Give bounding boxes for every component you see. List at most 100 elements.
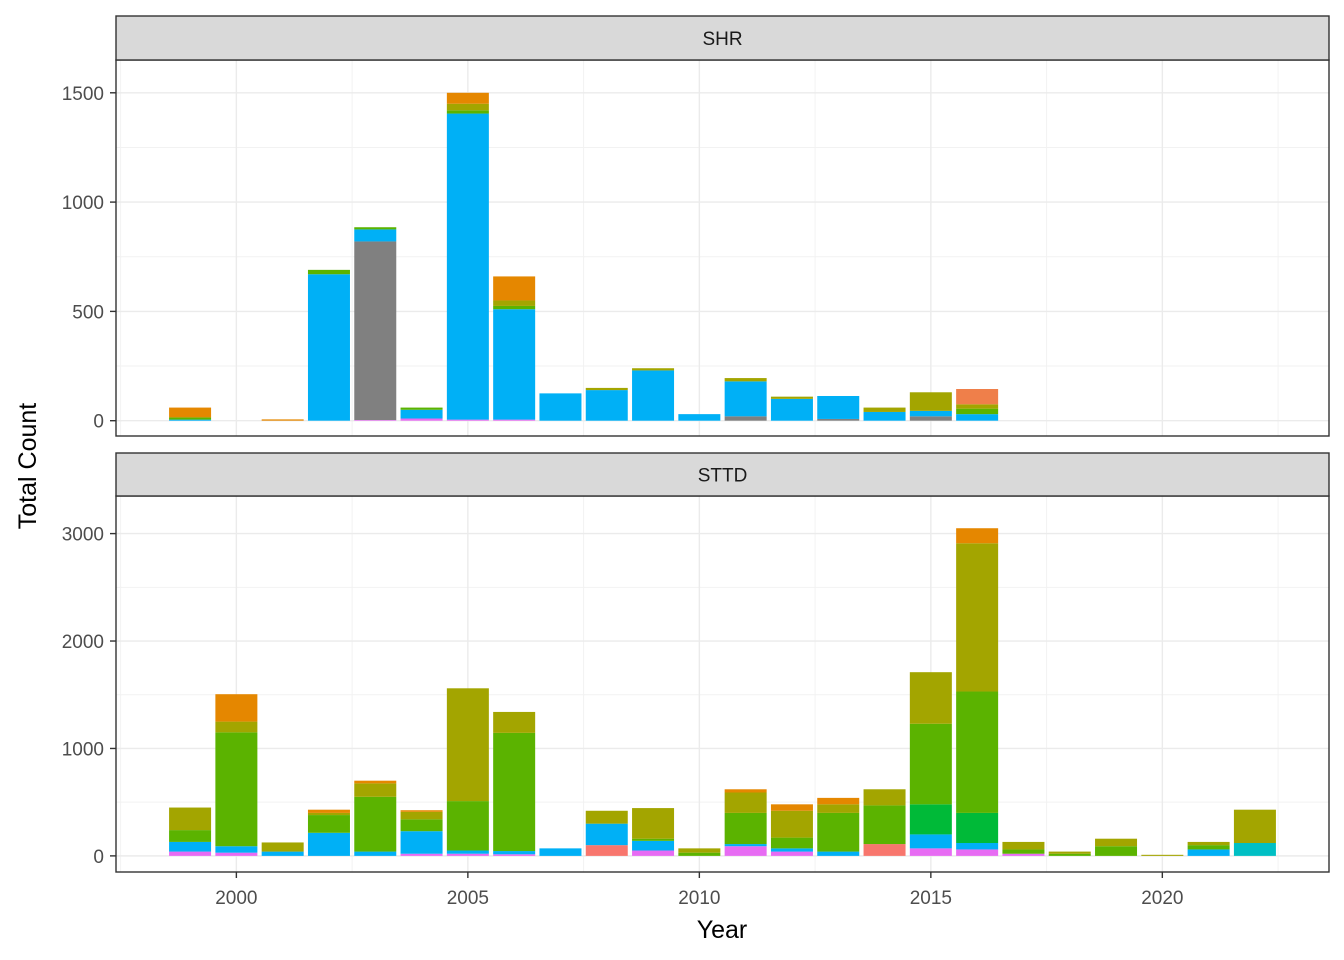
bar-segment (817, 797, 860, 805)
bar-segment (169, 841, 212, 852)
bar-segment (169, 419, 212, 421)
bar-segment (1002, 853, 1045, 856)
bar-segment (909, 804, 952, 835)
bar-segment (215, 852, 258, 856)
bar-2003 (354, 227, 397, 421)
bar-segment (493, 309, 536, 420)
bar-2005 (446, 688, 489, 856)
bar-segment (909, 392, 952, 411)
bar-segment (1048, 851, 1091, 854)
bar-2013 (817, 797, 860, 856)
bar-segment (724, 789, 767, 793)
bar-2008 (585, 387, 628, 421)
bar-2007 (539, 848, 582, 856)
bar-segment (724, 416, 767, 421)
bar-segment (307, 809, 350, 813)
y-tick-label: 500 (72, 302, 104, 323)
bar-segment (307, 812, 350, 816)
facet-strip (115, 452, 1330, 497)
facet-shr: SHR 0 500 1000 1500 (62, 15, 1330, 437)
bar-segment (446, 853, 489, 856)
facet-sttd: STTD 0 1000 2000 3000 (62, 452, 1330, 873)
bar-segment (169, 830, 212, 842)
bar-segment (585, 823, 628, 846)
bar-segment (585, 845, 628, 856)
bar-segment (585, 390, 628, 421)
bar-segment (770, 810, 813, 838)
bar-segment (863, 844, 906, 856)
bar-segment (1187, 841, 1230, 846)
bar-2002 (307, 809, 350, 856)
bar-segment (956, 404, 999, 409)
bar-segment (354, 229, 397, 242)
bar-segment (632, 850, 675, 856)
bar-segment (446, 113, 489, 420)
bar-segment (863, 407, 906, 412)
bar-2022 (1233, 809, 1276, 856)
bar-segment (909, 834, 952, 849)
bar-segment (909, 416, 952, 421)
bar-2001 (261, 419, 304, 421)
panel-background (116, 496, 1329, 872)
bar-2002 (307, 269, 350, 421)
bar-segment (724, 792, 767, 813)
bar-2014 (863, 789, 906, 856)
bar-segment (956, 842, 999, 850)
bar-segment (307, 269, 350, 275)
bar-segment (446, 419, 489, 421)
bar-segment (956, 528, 999, 544)
bar-segment (215, 721, 258, 733)
bar-segment (585, 387, 628, 391)
bar-segment (261, 851, 304, 856)
bar-segment (354, 780, 397, 784)
bar-2019 (1095, 838, 1138, 856)
bar-2007 (539, 393, 582, 421)
bar-segment (770, 398, 813, 421)
bar-segment (493, 851, 536, 855)
bar-1999 (169, 407, 212, 421)
bar-2013 (817, 395, 860, 421)
y-tick-label: 3000 (62, 525, 104, 546)
bar-2009 (632, 368, 675, 421)
bar-2015 (909, 392, 952, 421)
y-tick-label: 0 (93, 847, 104, 868)
bar-segment (169, 807, 212, 831)
facet-strip-label: STTD (698, 466, 748, 487)
bar-segment (1233, 842, 1276, 856)
bar-segment (1187, 849, 1230, 856)
bar-segment (724, 846, 767, 856)
bar-segment (446, 801, 489, 851)
bar-2009 (632, 808, 675, 856)
bar-segment (770, 804, 813, 811)
bar-segment (446, 850, 489, 854)
x-tick-label: 2015 (910, 888, 952, 909)
bar-2003 (354, 780, 397, 856)
bar-segment (1002, 841, 1045, 850)
bar-segment (493, 300, 536, 306)
bar-segment (909, 723, 952, 805)
bar-segment (400, 409, 443, 419)
bar-2011 (724, 789, 767, 856)
bars (169, 528, 1276, 856)
bar-segment (1233, 809, 1276, 843)
bar-2010 (678, 414, 721, 421)
bar-2006 (493, 276, 536, 421)
bar-segment (354, 227, 397, 230)
bar-segment (770, 848, 813, 852)
bar-1999 (169, 807, 212, 856)
y-tick-label: 1500 (62, 84, 104, 105)
bar-segment (956, 691, 999, 813)
bar-segment (863, 805, 906, 845)
bar-segment (493, 419, 536, 421)
bar-segment (956, 849, 999, 856)
x-tick-label: 2010 (678, 888, 720, 909)
bar-segment (956, 414, 999, 421)
bar-2000 (215, 694, 258, 856)
y-axis-title: Total Count (14, 403, 42, 530)
bar-segment (400, 819, 443, 832)
bar-segment (863, 411, 906, 421)
bar-segment (678, 848, 721, 853)
bar-segment (817, 812, 860, 852)
bar-segment (770, 837, 813, 849)
bar-segment (307, 274, 350, 421)
